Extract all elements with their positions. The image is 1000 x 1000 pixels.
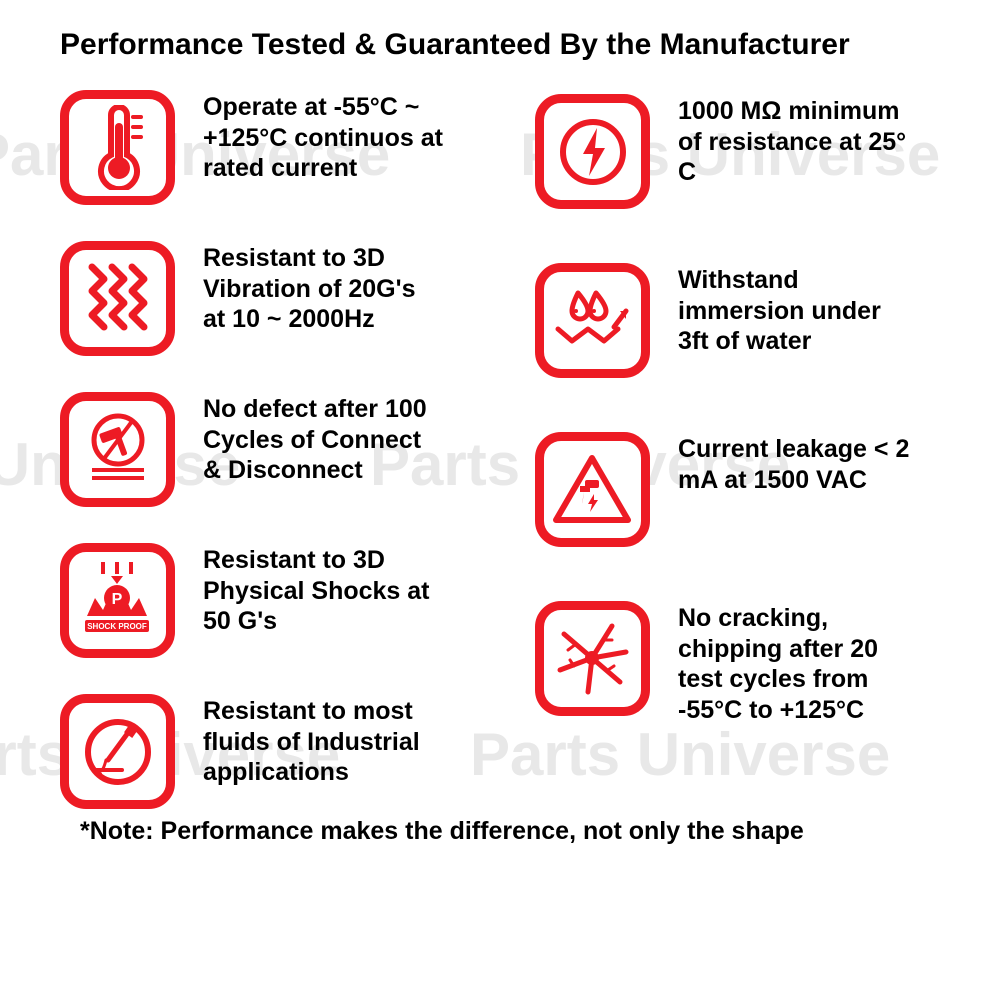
warning-leak-icon [535,432,650,547]
feature-text: Operate at -55°C ~ +125°C continuos at r… [203,90,443,184]
hammer-icon [60,392,175,507]
right-column: 1000 MΩ minimum of resistance at 25° C [535,90,940,809]
feature-text: Resistant to 3D Vibration of 20G's at 10… [203,241,443,335]
feature-text: No cracking, chipping after 20 test cycl… [678,601,918,725]
feature-text: Current leakage < 2 mA at 1500 VAC [678,432,918,495]
feature-resistance: 1000 MΩ minimum of resistance at 25° C [535,94,940,209]
thermometer-icon [60,90,175,205]
feature-text: Withstand immersion under 3ft of water [678,263,918,357]
feature-text: No defect after 100 Cycles of Connect & … [203,392,443,486]
feature-vibration: Resistant to 3D Vibration of 20G's at 10… [60,241,465,356]
feature-text: Resistant to most fluids of Industrial a… [203,694,443,788]
shock-proof-icon: P SHOCK PROOF [60,543,175,658]
feature-text: Resistant to 3D Physical Shocks at 50 G'… [203,543,443,637]
fluids-icon [60,694,175,809]
water-icon [535,263,650,378]
page-title: Performance Tested & Guaranteed By the M… [60,28,940,62]
feature-text: 1000 MΩ minimum of resistance at 25° C [678,94,918,188]
feature-temperature: Operate at -55°C ~ +125°C continuos at r… [60,90,465,205]
feature-shock: P SHOCK PROOF Resistant to 3D Physical S… [60,543,465,658]
footnote: *Note: Performance makes the difference,… [60,817,940,846]
feature-durability: No defect after 100 Cycles of Connect & … [60,392,465,507]
left-column: Operate at -55°C ~ +125°C continuos at r… [60,90,465,809]
feature-immersion: Withstand immersion under 3ft of water [535,263,940,378]
feature-leakage: Current leakage < 2 mA at 1500 VAC [535,432,940,547]
crack-icon [535,601,650,716]
bolt-icon [535,94,650,209]
feature-fluids: Resistant to most fluids of Industrial a… [60,694,465,809]
svg-text:P: P [112,591,123,608]
vibration-icon [60,241,175,356]
feature-cracking: No cracking, chipping after 20 test cycl… [535,601,940,725]
svg-text:SHOCK PROOF: SHOCK PROOF [87,622,147,631]
